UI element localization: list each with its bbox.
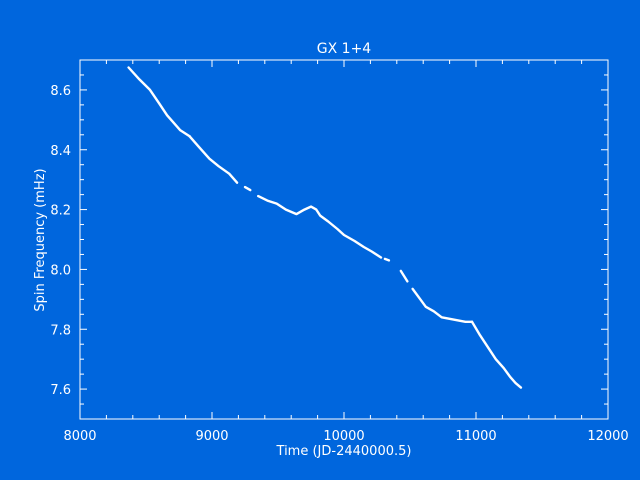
y-tick-label: 8.4 [50,144,71,159]
y-axis-label: Spin Frequency (mHz) [33,168,48,311]
data-segment [243,185,252,192]
data-segment [411,287,474,323]
x-tick-label: 11000 [455,429,496,444]
x-tick-label: 9000 [195,429,228,444]
axes: 8000 9000 10000 11000 12000 7.6 7.8 8.0 8.2 8.4 8.… [50,60,629,444]
y-tick-label: 8.2 [50,204,71,219]
data-segment [399,269,409,283]
x-tick-label: 12000 [587,429,628,444]
data-segment [127,66,191,138]
y-tick-label: 7.6 [50,383,71,398]
data-segment [383,257,391,262]
y-tick-label: 8.6 [50,84,71,99]
y-tick-label: 8.0 [50,263,71,278]
x-tick-label: 10000 [323,429,364,444]
data-segment [257,194,383,259]
x-tick-label: 8000 [63,429,96,444]
y-tick-label: 7.8 [50,323,71,338]
data-segment [470,320,523,389]
chart-title: GX 1+4 [317,41,372,57]
series-spin-frequency [127,66,523,389]
plot-frame [79,59,609,420]
data-segment [188,135,239,184]
x-axis-label: Time (JD-2440000.5) [276,444,412,459]
